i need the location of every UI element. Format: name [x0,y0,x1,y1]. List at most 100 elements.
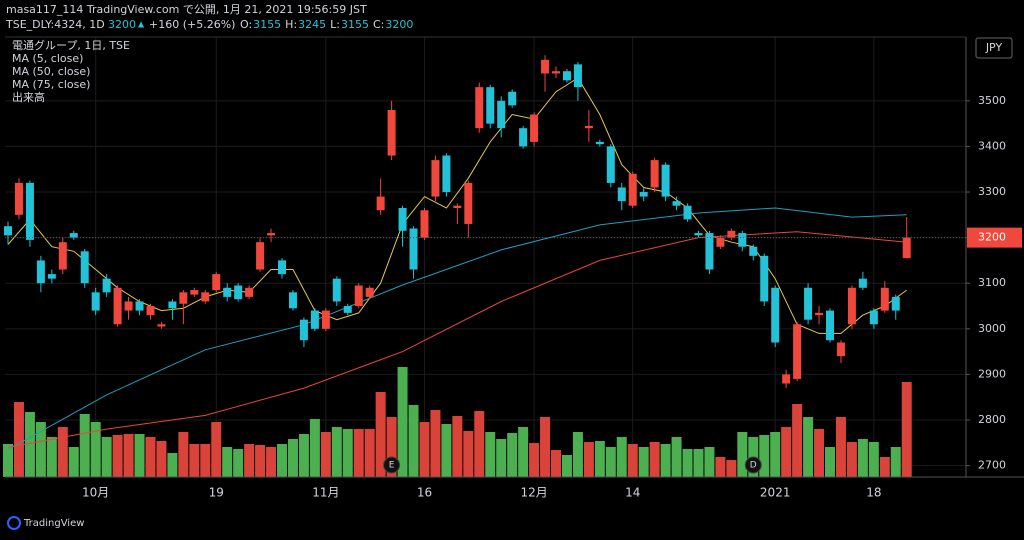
volume-bar [211,422,222,477]
candle-body [267,233,276,236]
candle-body [278,260,286,275]
candle-body [847,287,856,325]
volume-bar [331,427,342,477]
volume [3,367,912,477]
volume-bar [792,404,803,477]
volume-bar [660,444,671,477]
candle-body [617,187,626,202]
publisher: masa117_114 TradingView.com で公開, 1月 21, … [6,3,367,16]
volume-bar [46,437,57,477]
up-arrow: ▲ [138,20,145,29]
ma-line [7,231,907,448]
y-tick-label: 3300 [978,185,1006,198]
brand: TradingView [23,518,84,529]
volume-bar [879,457,890,477]
candle-body [201,292,210,302]
volume-bar [594,441,605,477]
candle-body [212,274,221,291]
last: 3200 [108,18,136,31]
change: +160 (+5.26%) [149,18,235,31]
legend-entry: MA (50, close) [12,65,90,78]
currency-box[interactable] [975,37,1013,59]
volume-bar [627,444,638,477]
volume-bar [463,431,474,477]
volume-bar [68,447,79,477]
x-tick-label: 16 [417,486,432,500]
ohlc-label: L: [330,18,340,31]
volume-bar [704,447,715,477]
volume-bar [35,422,46,477]
candle-body [179,292,188,304]
candle-body [464,182,473,224]
y-tick-label: 3000 [978,322,1006,335]
volume-bar [551,450,561,477]
last-price-tag [967,227,1022,248]
volume-bar [386,417,397,477]
volume-bar [649,442,660,477]
volume-bar [408,405,419,477]
candle-body [299,319,308,341]
candle-body [245,287,254,297]
volume-bar [825,447,835,477]
candle-body [25,182,34,240]
volume-bar [846,442,857,477]
volume-bar [3,444,13,477]
candle-body [157,324,166,327]
x-tick-label: 12月 [520,486,547,500]
candle-body [771,287,780,343]
candle-body [475,87,484,129]
candle-body [453,205,462,208]
candle-body [91,292,100,311]
candle-body [36,260,45,284]
candle-body [442,155,451,193]
volume-bar [222,447,233,477]
volume-bar [890,447,901,477]
chart-title: 電通グループ, 1日, TSE [12,38,130,52]
ohlc-value: 3155 [253,18,281,31]
candle-body [573,64,582,88]
candle-body [146,306,155,316]
candle-body [431,160,440,197]
volume-bar [90,422,101,477]
candle-body [628,173,637,206]
candle-body [683,205,692,220]
candle-body [321,310,330,329]
candle-body [14,182,23,215]
candle-body [69,233,78,238]
logo[interactable]: TradingView [7,516,84,530]
candle-body [705,233,714,270]
volume-bar [616,437,627,477]
candle-body [288,292,297,309]
volume-bar [605,447,616,477]
candle-body [902,237,911,259]
volume-bar [507,433,518,477]
volume-bar [496,439,507,477]
ohlc-value: 3245 [298,18,326,31]
y-tick-label: 2700 [978,459,1006,472]
candle-body [869,310,878,325]
candle-body [749,246,758,256]
volume-bar [320,432,331,477]
candle-body [124,301,133,311]
event-marker [744,456,762,474]
candle-body [354,285,363,307]
x-tick-label: 19 [209,486,224,500]
candle-body [760,255,769,302]
volume-bar [430,410,441,477]
candle-body [562,71,571,81]
volume-bar [287,439,298,477]
candle-body [738,233,747,247]
candle-body [694,233,703,236]
volume-bar [518,427,529,477]
currency: JPY [985,41,1003,54]
ohlc-value: 3155 [341,18,369,31]
volume-bar [726,460,737,477]
candle-body [508,91,517,106]
volume-bar [178,432,189,477]
ohlc-label: H: [285,18,297,31]
candle-body [387,109,396,156]
volume-bar [112,435,123,477]
last-price-label: 3200 [978,231,1006,244]
volume-bar [134,434,145,477]
